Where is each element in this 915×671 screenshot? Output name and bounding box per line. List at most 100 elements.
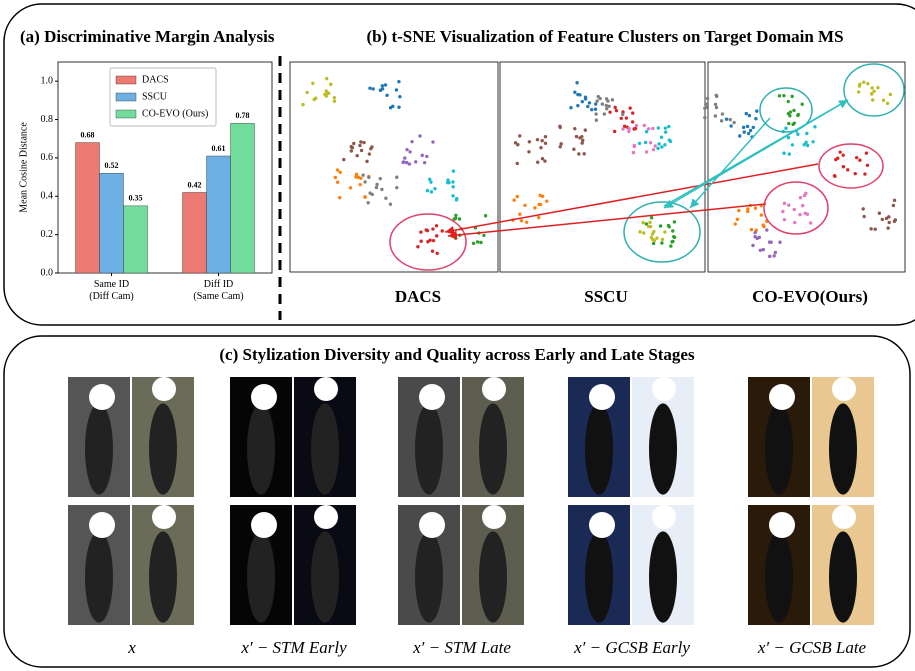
tsne-point (384, 83, 387, 86)
tsne-point (703, 116, 706, 119)
tsne-point (405, 148, 408, 151)
y-tick-label: 1.0 (41, 75, 54, 86)
tsne-frame (290, 62, 498, 272)
person (311, 403, 339, 494)
person (829, 531, 857, 622)
face-mask (89, 384, 115, 410)
tsne-point (621, 113, 624, 116)
tsne-point (800, 103, 803, 106)
tsne-point (311, 82, 314, 85)
tsne-point (539, 203, 542, 206)
tsne-point (333, 100, 336, 103)
figure-canvas: (a) Discriminative Margin Analysis (b) t… (0, 0, 915, 671)
tsne-point (788, 152, 791, 155)
tsne-point (584, 128, 587, 131)
tsne-point (365, 160, 368, 163)
tsne-point (748, 114, 751, 117)
tsne-point (358, 183, 361, 186)
panel-b-title: (b) t-SNE Visualization of Feature Clust… (366, 27, 843, 46)
tsne-point (673, 220, 676, 223)
tsne-point (402, 160, 405, 163)
tsne-point (703, 107, 706, 110)
face-mask (832, 505, 856, 529)
tsne-point (363, 196, 366, 199)
tsne-point (670, 240, 673, 243)
tsne-point (379, 177, 382, 180)
tsne-point (325, 77, 328, 80)
tsne-point (894, 218, 897, 221)
plot-label: DACS (395, 287, 441, 306)
tsne-point (833, 174, 836, 177)
tsne-point (857, 90, 860, 93)
tsne-point (360, 149, 363, 152)
tsne-point (528, 140, 531, 143)
tsne-point (787, 122, 790, 125)
tsne-point (384, 197, 387, 200)
tsne-point (838, 150, 841, 153)
tsne-point (482, 234, 485, 237)
tsne-point (655, 236, 658, 239)
image-label: x′ − GCSB Early (552, 638, 712, 658)
person (247, 531, 275, 622)
person (415, 531, 443, 622)
tsne-point (414, 160, 417, 163)
tsne-point (872, 90, 875, 93)
tsne-point (659, 224, 662, 227)
tsne-point (749, 129, 752, 132)
tsne-point (732, 121, 735, 124)
tsne-point (886, 102, 889, 105)
tsne-point (651, 127, 654, 130)
tsne-point (472, 242, 475, 245)
tsne-point (484, 214, 487, 217)
tsne-point (385, 94, 388, 97)
tsne-point (855, 156, 858, 159)
tsne-point (586, 105, 589, 108)
tsne-point (525, 221, 528, 224)
tsne-point (408, 150, 411, 153)
tsne-point (516, 195, 519, 198)
image-label: x (52, 638, 212, 658)
y-tick-label: 0.0 (41, 267, 54, 278)
tsne-point (436, 252, 439, 255)
person (649, 531, 677, 622)
tsne-point (754, 117, 757, 120)
person (765, 531, 793, 622)
person (649, 403, 677, 494)
tsne-point (892, 204, 895, 207)
tsne-point (339, 171, 342, 174)
tsne-point (428, 239, 431, 242)
tsne-point (865, 151, 868, 154)
tsne-point (778, 94, 781, 97)
tsne-point (432, 239, 435, 242)
tsne-point (870, 86, 873, 89)
tsne-point (620, 117, 623, 120)
tsne-point (663, 143, 666, 146)
tsne-point (805, 132, 808, 135)
face-mask (419, 384, 445, 410)
face-mask (152, 377, 176, 401)
tsne-point (742, 126, 745, 129)
tsne-point (706, 97, 709, 100)
tsne-point (621, 127, 624, 130)
tsne-point (371, 87, 374, 90)
tsne-point (782, 94, 785, 97)
tsne-point (433, 187, 436, 190)
bar (76, 143, 100, 273)
tsne-point (333, 96, 336, 99)
tsne-point (747, 132, 750, 135)
tsne-point (887, 215, 890, 218)
face-mask (419, 512, 445, 538)
tsne-point (581, 100, 584, 103)
tsne-point (329, 83, 332, 86)
tsne-point (559, 126, 562, 129)
tsne-point (633, 145, 636, 148)
legend-label: SSCU (142, 91, 168, 102)
tsne-point (774, 251, 777, 254)
tsne-point (541, 157, 544, 160)
tsne-point (729, 124, 732, 127)
tsne-point (607, 105, 610, 108)
tsne-point (576, 104, 579, 107)
tsne-point (772, 254, 775, 257)
tsne-point (746, 207, 749, 210)
tsne-point (762, 223, 765, 226)
